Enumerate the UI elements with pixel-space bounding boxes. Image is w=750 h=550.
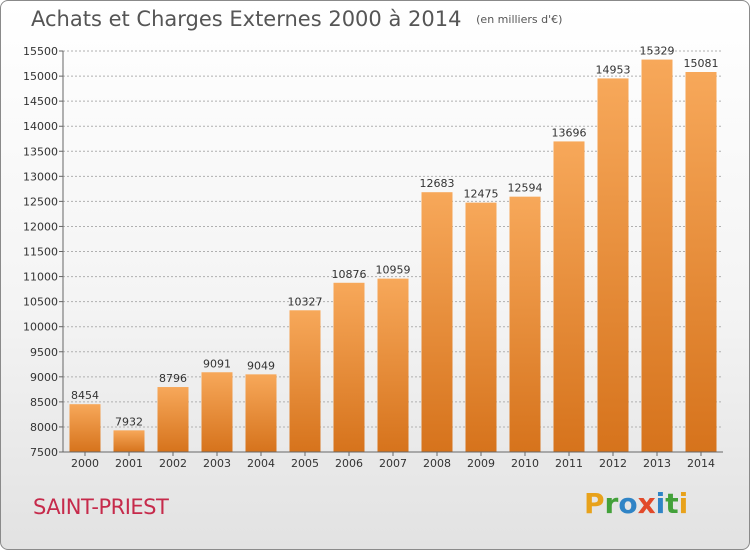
y-tick-label: 14000 <box>23 120 58 133</box>
bar-2007 <box>377 278 409 452</box>
value-label-2001: 7932 <box>115 415 143 428</box>
bar-2006 <box>333 282 365 452</box>
y-tick-label: 7500 <box>30 446 58 459</box>
y-tick-label: 10000 <box>23 321 58 334</box>
x-tick-label: 2011 <box>555 457 583 470</box>
bar-2003 <box>201 372 233 452</box>
bar-2013 <box>641 59 673 452</box>
y-tick-label: 8500 <box>30 396 58 409</box>
value-label-2006: 10876 <box>332 268 367 281</box>
value-label-2013: 15329 <box>640 45 675 58</box>
x-tick-label: 2000 <box>71 457 99 470</box>
value-label-2003: 9091 <box>203 357 231 370</box>
bar-2004 <box>245 374 277 452</box>
y-tick-label: 12000 <box>23 220 58 233</box>
x-tick-label: 2008 <box>423 457 451 470</box>
bar-2005 <box>289 310 321 452</box>
bar-2012 <box>597 78 629 453</box>
x-tick-label: 2006 <box>335 457 363 470</box>
x-axis-ticks: 2000 2001 2002 2003 2004 2005 2006 2007 2008 2009… <box>71 452 715 470</box>
y-tick-label: 11000 <box>23 271 58 284</box>
bar-2008 <box>421 192 453 452</box>
y-tick-label: 13500 <box>23 145 58 158</box>
x-tick-label: 2003 <box>203 457 231 470</box>
value-label-2008: 12683 <box>420 177 455 190</box>
bar-2002 <box>157 387 189 452</box>
bar-2001 <box>113 430 145 452</box>
y-tick-label: 9000 <box>30 371 58 384</box>
y-tick-label: 10500 <box>23 296 58 309</box>
value-labels: 8454 7932 8796 9091 9049 10327 10876 10959 12683… <box>71 45 719 429</box>
logo-letter: r <box>604 487 619 520</box>
bar-2014 <box>685 72 717 452</box>
value-label-2011: 13696 <box>552 126 587 139</box>
x-tick-label: 2001 <box>115 457 143 470</box>
logo-letter: i <box>655 487 666 520</box>
logo-letter: P <box>584 487 605 520</box>
x-tick-label: 2010 <box>511 457 539 470</box>
value-label-2012: 14953 <box>596 63 631 76</box>
x-tick-label: 2002 <box>159 457 187 470</box>
logo-letter: x <box>637 487 656 520</box>
x-tick-label: 2005 <box>291 457 319 470</box>
logo-letter: i <box>678 487 689 520</box>
bar-2000 <box>69 404 101 452</box>
value-label-2004: 9049 <box>247 359 275 372</box>
logo-letter: t <box>665 487 679 520</box>
y-tick-label: 8000 <box>30 421 58 434</box>
y-tick-label: 13000 <box>23 170 58 183</box>
bar-2011 <box>553 141 585 452</box>
x-tick-label: 2014 <box>687 457 715 470</box>
value-label-2002: 8796 <box>159 372 187 385</box>
value-label-2009: 12475 <box>464 188 499 201</box>
value-label-2000: 8454 <box>71 389 99 402</box>
value-label-2005: 10327 <box>288 295 323 308</box>
bars <box>69 59 717 453</box>
x-tick-label: 2004 <box>247 457 275 470</box>
value-label-2010: 12594 <box>508 182 543 195</box>
city-name: SAINT-PRIEST <box>33 495 169 519</box>
y-tick-label: 14500 <box>23 95 58 108</box>
logo-letter: o <box>618 487 638 520</box>
y-tick-label: 15000 <box>23 70 58 83</box>
bar-2010 <box>509 196 541 452</box>
y-tick-label: 9500 <box>30 346 58 359</box>
x-tick-label: 2012 <box>599 457 627 470</box>
x-tick-label: 2009 <box>467 457 495 470</box>
y-tick-label: 12500 <box>23 195 58 208</box>
y-axis-ticks: 7500 8000 8500 9000 9500 10000 10500 11000 11500… <box>23 45 63 459</box>
chart-title: Achats et Charges Externes 2000 à 2014 (… <box>31 7 562 31</box>
bar-2009 <box>465 202 497 452</box>
proxiti-logo: Proxiti <box>584 487 688 520</box>
x-tick-label: 2013 <box>643 457 671 470</box>
title-unit: (en milliers d'€) <box>476 13 563 26</box>
y-tick-label: 11500 <box>23 246 58 259</box>
y-tick-label: 15500 <box>23 45 58 58</box>
title-main: Achats et Charges Externes 2000 à 2014 <box>31 7 462 31</box>
value-label-2007: 10959 <box>376 264 411 277</box>
value-label-2014: 15081 <box>684 57 719 70</box>
x-tick-label: 2007 <box>379 457 407 470</box>
